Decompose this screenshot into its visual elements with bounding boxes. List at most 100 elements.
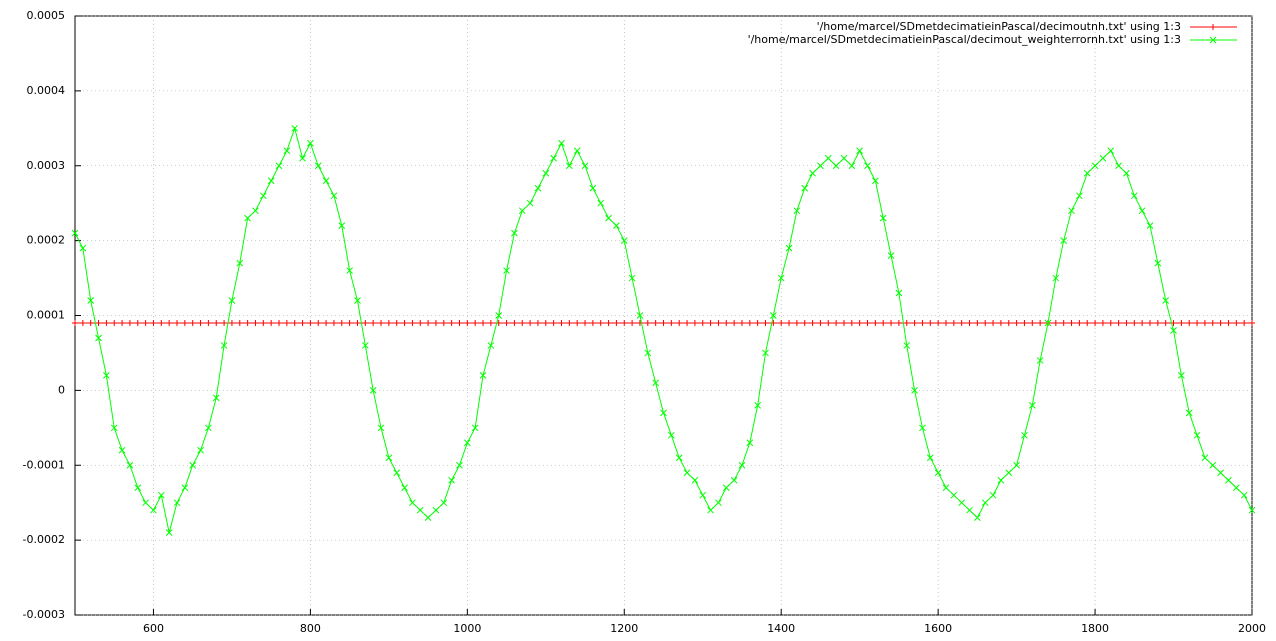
point-marker xyxy=(1139,319,1146,326)
x-tick-label: 1800 xyxy=(1081,622,1109,635)
point-marker xyxy=(1099,319,1106,326)
point-marker xyxy=(707,319,714,326)
point-marker xyxy=(378,319,385,326)
point-marker xyxy=(934,469,942,477)
point-marker xyxy=(581,162,589,170)
point-marker xyxy=(197,446,204,454)
point-marker xyxy=(236,259,244,267)
point-marker xyxy=(566,319,573,326)
point-marker xyxy=(911,319,918,326)
point-marker xyxy=(1013,461,1020,469)
point-marker xyxy=(323,319,330,326)
point-marker xyxy=(252,207,259,215)
point-marker xyxy=(589,184,597,192)
point-marker xyxy=(966,319,973,326)
point-marker xyxy=(1233,319,1240,326)
point-marker xyxy=(746,319,753,326)
point-marker xyxy=(495,312,503,319)
point-marker xyxy=(314,162,322,170)
point-marker xyxy=(778,319,785,326)
point-marker xyxy=(519,319,526,326)
point-marker xyxy=(856,147,864,155)
point-marker xyxy=(684,319,691,326)
point-marker xyxy=(660,319,667,326)
point-marker xyxy=(119,319,126,326)
point-marker xyxy=(417,319,424,326)
point-marker xyxy=(1146,222,1154,230)
point-marker xyxy=(173,499,181,507)
point-marker xyxy=(888,319,895,326)
point-marker xyxy=(1091,162,1099,170)
point-marker xyxy=(872,319,879,326)
point-marker xyxy=(1248,506,1256,514)
point-marker xyxy=(252,319,259,326)
point-marker xyxy=(1084,319,1091,326)
point-marker xyxy=(307,319,314,326)
point-marker xyxy=(165,529,173,536)
point-marker xyxy=(1013,319,1020,326)
point-marker xyxy=(809,319,816,326)
point-marker xyxy=(1028,401,1036,409)
point-marker xyxy=(189,319,196,326)
point-marker xyxy=(456,461,463,469)
point-marker xyxy=(95,319,102,326)
point-marker xyxy=(259,192,267,200)
legend-label: '/home/marcel/SDmetdecimatieinPascal/dec… xyxy=(817,20,1181,33)
point-marker xyxy=(463,439,471,447)
point-marker xyxy=(691,319,698,326)
point-marker xyxy=(879,214,887,222)
point-marker xyxy=(613,319,620,326)
point-marker xyxy=(762,319,769,326)
point-marker xyxy=(754,401,762,409)
point-marker xyxy=(534,184,542,192)
point-marker xyxy=(409,319,416,326)
point-marker xyxy=(110,424,118,432)
point-marker xyxy=(95,334,102,342)
point-marker xyxy=(825,319,832,326)
point-marker xyxy=(990,319,997,326)
point-marker xyxy=(150,506,157,514)
point-marker xyxy=(174,319,181,326)
point-marker xyxy=(181,319,188,326)
point-marker xyxy=(1193,431,1201,439)
point-marker xyxy=(346,267,353,274)
point-marker xyxy=(142,499,149,507)
point-marker xyxy=(565,162,573,170)
point-marker xyxy=(895,289,903,297)
point-marker xyxy=(1115,319,1122,326)
point-marker xyxy=(511,319,518,326)
point-marker xyxy=(315,319,322,326)
point-marker xyxy=(550,319,557,326)
point-marker xyxy=(652,379,660,387)
point-marker xyxy=(518,207,526,215)
point-marker xyxy=(840,319,847,326)
point-marker xyxy=(158,319,165,326)
point-marker xyxy=(471,424,479,432)
point-marker xyxy=(777,274,785,282)
x-tick-label: 2000 xyxy=(1238,622,1266,635)
point-marker xyxy=(134,319,141,326)
x-tick-label: 1000 xyxy=(453,622,481,635)
point-marker xyxy=(330,319,337,326)
point-marker xyxy=(393,319,400,326)
point-marker xyxy=(1068,319,1075,326)
point-marker xyxy=(166,319,173,326)
point-marker xyxy=(1162,297,1170,304)
point-marker xyxy=(118,446,126,454)
point-marker xyxy=(244,319,251,326)
point-marker xyxy=(558,319,565,326)
point-marker xyxy=(487,342,495,349)
point-marker xyxy=(597,319,604,326)
point-marker xyxy=(142,319,149,326)
point-marker xyxy=(738,461,746,469)
point-marker xyxy=(354,297,361,304)
point-marker xyxy=(558,139,565,147)
point-marker xyxy=(1217,469,1224,477)
point-marker xyxy=(1170,327,1177,334)
point-marker xyxy=(966,506,973,514)
point-marker xyxy=(1036,357,1044,364)
point-marker xyxy=(958,499,966,507)
point-marker xyxy=(1178,319,1185,326)
point-marker xyxy=(401,319,408,326)
